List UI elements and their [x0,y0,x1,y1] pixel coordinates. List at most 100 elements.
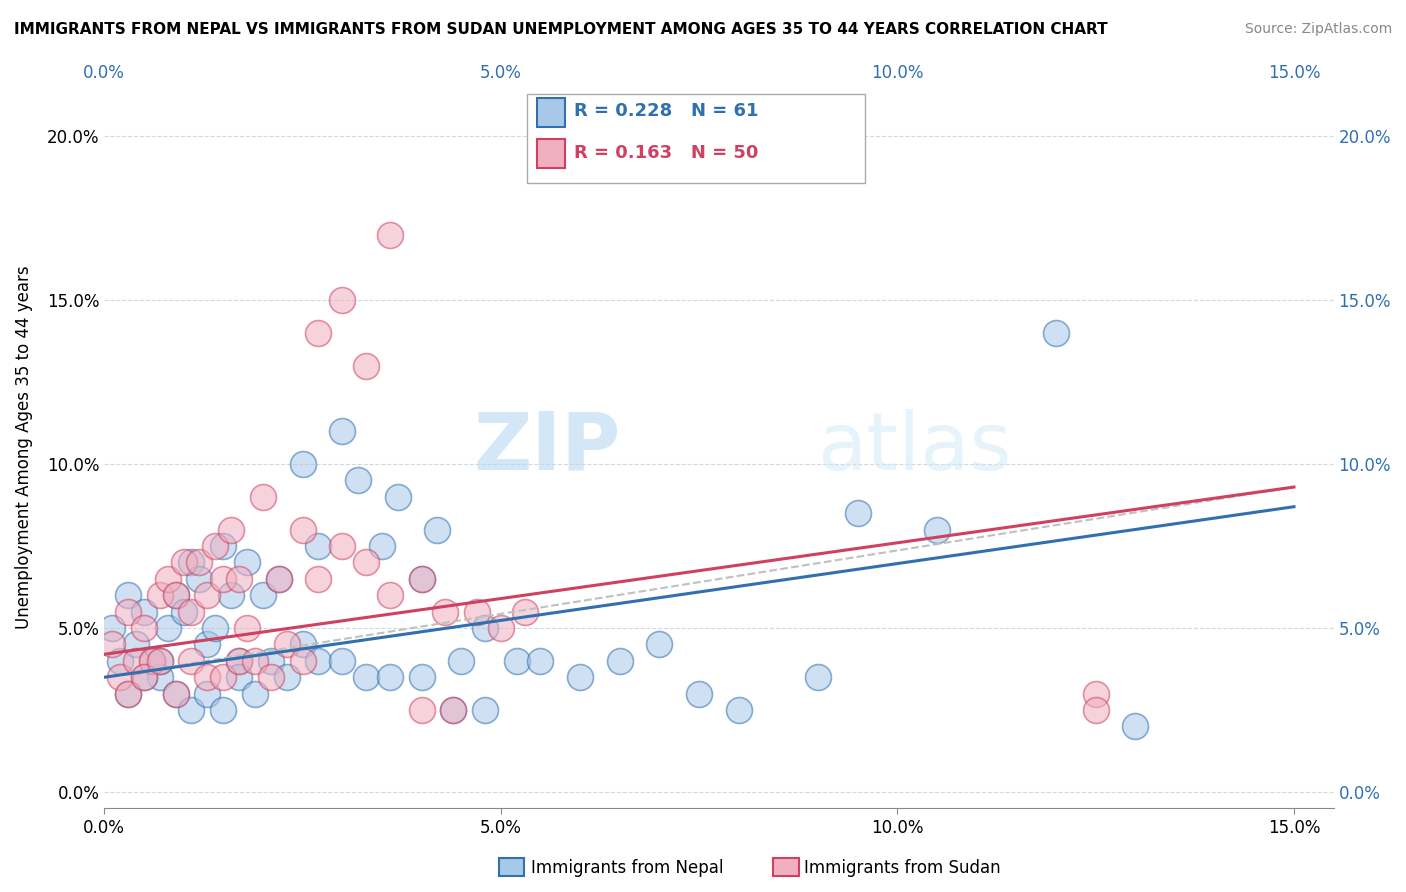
Point [195,670,218,684]
Point [307,572,329,586]
Point [101,621,124,635]
Point [489,621,512,635]
Point [141,654,163,668]
Point [236,621,259,635]
Point [219,588,242,602]
Text: Source: ZipAtlas.com: Source: ZipAtlas.com [1244,22,1392,37]
Point [180,605,202,619]
Point [347,474,370,488]
Point [276,670,298,684]
Point [307,539,329,553]
Point [330,293,353,307]
Text: IMMIGRANTS FROM NEPAL VS IMMIGRANTS FROM SUDAN UNEMPLOYMENT AMONG AGES 35 TO 44 : IMMIGRANTS FROM NEPAL VS IMMIGRANTS FROM… [14,22,1108,37]
Point [156,572,179,586]
Point [465,605,488,619]
Point [529,654,551,668]
Point [330,425,353,439]
Point [117,687,139,701]
Point [807,670,830,684]
Point [513,605,536,619]
Point [387,490,409,504]
Point [354,359,377,373]
Point [108,654,131,668]
Point [117,605,139,619]
Point [1045,326,1067,340]
Point [228,572,250,586]
Point [219,523,242,537]
Point [204,539,226,553]
Point [180,703,202,717]
Point [195,687,218,701]
Point [378,588,401,602]
Point [569,670,592,684]
Point [132,605,155,619]
Point [688,687,710,701]
Point [252,588,274,602]
Point [212,670,235,684]
Point [252,490,274,504]
Point [307,326,329,340]
Point [149,654,172,668]
Point [441,703,464,717]
Point [411,572,433,586]
Point [267,572,290,586]
Point [330,654,353,668]
Point [846,506,869,520]
Point [441,703,464,717]
Point [188,556,211,570]
Point [925,523,948,537]
Point [165,687,187,701]
Text: ZIP: ZIP [474,409,620,487]
Point [228,670,250,684]
Point [291,457,314,471]
Point [212,539,235,553]
Point [228,654,250,668]
Point [450,654,472,668]
Point [117,588,139,602]
Point [354,556,377,570]
Point [117,687,139,701]
Text: Immigrants from Nepal: Immigrants from Nepal [531,859,724,877]
Point [125,654,148,668]
Point [330,539,353,553]
Point [260,654,283,668]
Point [180,556,202,570]
Text: R = 0.163   N = 50: R = 0.163 N = 50 [574,145,758,162]
Point [173,556,195,570]
Point [212,703,235,717]
Point [354,670,377,684]
Point [1125,719,1147,733]
Point [727,703,749,717]
Point [243,654,266,668]
Point [132,621,155,635]
Point [474,621,496,635]
Point [149,588,172,602]
Text: R = 0.228   N = 61: R = 0.228 N = 61 [574,103,758,120]
Point [243,687,266,701]
Point [260,670,283,684]
Point [648,637,671,651]
Point [195,637,218,651]
Point [609,654,631,668]
Point [267,572,290,586]
Y-axis label: Unemployment Among Ages 35 to 44 years: Unemployment Among Ages 35 to 44 years [15,266,32,630]
Point [371,539,394,553]
Text: atlas: atlas [817,409,1012,487]
Point [236,556,259,570]
Point [228,654,250,668]
Point [165,588,187,602]
Point [505,654,527,668]
Point [132,670,155,684]
Point [291,637,314,651]
Point [411,670,433,684]
Point [165,588,187,602]
Point [149,670,172,684]
Point [291,654,314,668]
Point [108,670,131,684]
Point [195,588,218,602]
Point [156,621,179,635]
Point [474,703,496,717]
Point [212,572,235,586]
Point [378,670,401,684]
Point [1084,703,1107,717]
